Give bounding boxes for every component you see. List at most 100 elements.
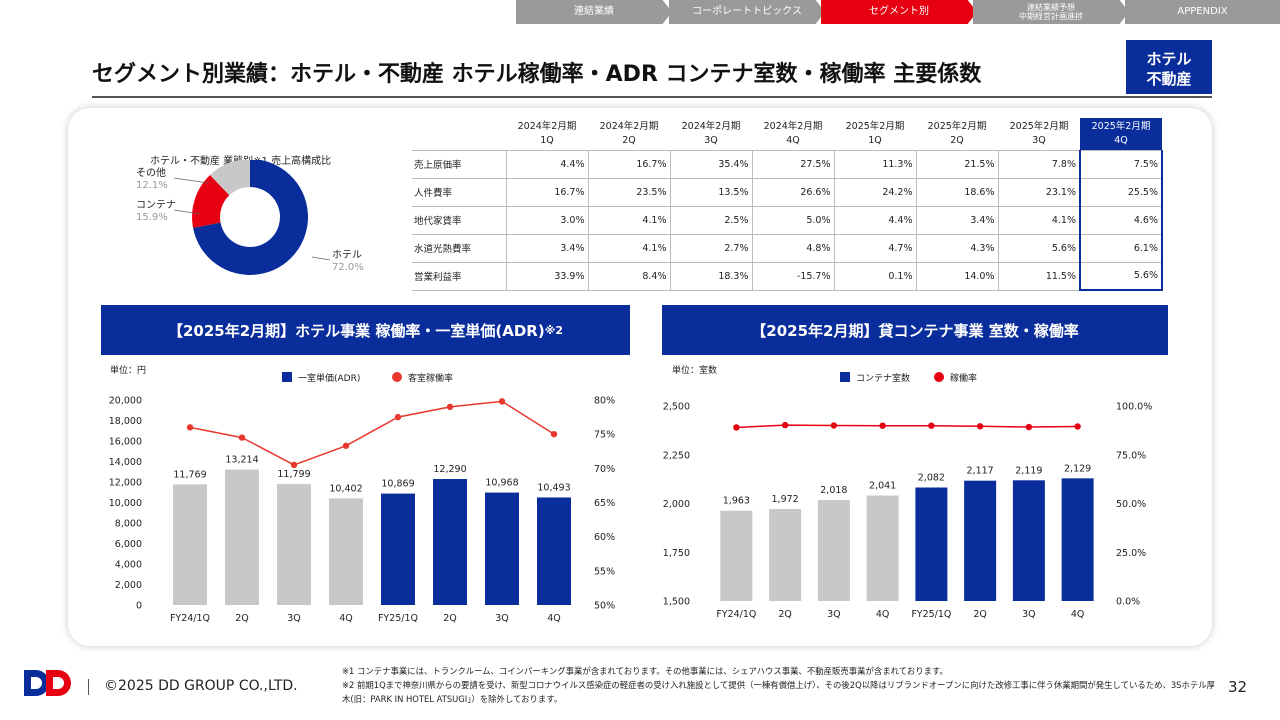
table-cell: 4.8% bbox=[751, 233, 834, 262]
y-tick-left: 1,750 bbox=[663, 548, 690, 559]
table-cell: 3.4% bbox=[915, 205, 998, 234]
table-row: 営業利益率 33.9% 8.4% 18.3% -15.7% 0.1% 14.0% 11.5% 5… bbox=[412, 261, 1163, 291]
y-tick-left: 4,000 bbox=[115, 560, 142, 571]
x-tick-label: 2Q bbox=[778, 609, 792, 620]
row-label: 地代家賃率 bbox=[412, 205, 506, 234]
table-cell: 18.3% bbox=[669, 261, 752, 291]
occupancy-point bbox=[394, 413, 402, 421]
x-tick-label: 4Q bbox=[1071, 609, 1085, 620]
table-cell: 4.3% bbox=[915, 233, 998, 262]
table-row: 地代家賃率 3.0% 4.1% 2.5% 5.0% 4.4% 3.4% 4.1% 4.6% bbox=[412, 205, 1163, 234]
bar-value-label: 2,018 bbox=[820, 485, 847, 496]
bar-value-label: 10,402 bbox=[329, 483, 362, 494]
slice-name: その他 bbox=[136, 166, 166, 179]
bar bbox=[381, 493, 415, 605]
table-cell: 4.1% bbox=[587, 233, 670, 262]
table-cell: 11.5% bbox=[997, 261, 1080, 291]
table-cell: 16.7% bbox=[505, 177, 588, 206]
badge-line2: 不動産 bbox=[1146, 70, 1192, 88]
col-header: 2025年2月期 2Q bbox=[927, 120, 987, 146]
legend-label-line: 客室稼働率 bbox=[408, 372, 453, 384]
bar-value-label: 11,799 bbox=[277, 469, 310, 480]
bar-value-label: 2,041 bbox=[869, 481, 896, 492]
table-cell: 0.1% bbox=[833, 261, 916, 291]
legend-swatch-line bbox=[934, 372, 944, 382]
copyright: ©2025 DD GROUP CO.,LTD. bbox=[104, 678, 298, 694]
table-cell: 13.5% bbox=[669, 177, 752, 206]
leader-line bbox=[173, 177, 209, 184]
occupancy-point bbox=[976, 423, 984, 430]
table-cell: 33.9% bbox=[505, 261, 588, 291]
nav-tab-forecast[interactable]: 連結業績予想 中期経営計画進捗 bbox=[973, 0, 1129, 24]
occupancy-point bbox=[879, 422, 886, 429]
bar bbox=[537, 497, 571, 605]
nav-tab-consolidated[interactable]: 連結業績 bbox=[516, 0, 672, 24]
bar-value-label: 1,972 bbox=[772, 494, 799, 505]
occupancy-line bbox=[736, 424, 1078, 429]
x-tick-label: FY25/1Q bbox=[378, 613, 418, 624]
table-cell: 3.0% bbox=[505, 205, 588, 234]
x-tick-label: 4Q bbox=[339, 613, 353, 624]
bar bbox=[173, 484, 207, 605]
nav-tab-corporate-topics[interactable]: コーポレートトピックス bbox=[669, 0, 825, 24]
row-label: 人件費率 bbox=[412, 177, 506, 206]
occupancy-line bbox=[189, 400, 555, 466]
table-cell: 3.4% bbox=[505, 233, 588, 262]
table-cell: 2.5% bbox=[669, 205, 752, 234]
bar-value-label: 13,214 bbox=[225, 455, 258, 466]
legend-swatch-bar bbox=[282, 372, 292, 382]
slice-name: ホテル bbox=[332, 249, 362, 261]
table-cell: 18.6% bbox=[915, 177, 998, 206]
table-cell: 7.5% bbox=[1079, 149, 1163, 178]
table-header-row: 2024年2月期 1Q 2024年2月期 2Q 2024年2月期 3Q 2024年2月… bbox=[412, 118, 1162, 150]
occupancy-point bbox=[498, 398, 506, 405]
y-tick-right: 60% bbox=[594, 532, 615, 543]
y-tick-right: 50% bbox=[594, 601, 615, 612]
y-tick-left: 1,500 bbox=[663, 597, 690, 608]
nav-tab-appendix[interactable]: APPENDIX bbox=[1125, 0, 1280, 24]
nav-tab-segment[interactable]: セグメント別 bbox=[821, 0, 977, 24]
y-tick-left: 12,000 bbox=[109, 478, 142, 489]
table-cell: 2.7% bbox=[669, 233, 752, 262]
y-tick-left: 0 bbox=[136, 601, 142, 612]
bar bbox=[433, 479, 467, 605]
bar bbox=[329, 498, 363, 605]
slice-name: コンテナ bbox=[136, 199, 176, 211]
x-tick-label: FY24/1Q bbox=[716, 609, 756, 620]
occupancy-point bbox=[1025, 423, 1033, 431]
table-cell: 4.4% bbox=[833, 205, 916, 234]
bar bbox=[915, 487, 948, 601]
legend-label-bar: コンテナ室数 bbox=[856, 372, 910, 384]
y-tick-right: 100.0% bbox=[1116, 402, 1152, 413]
table-cell: 24.2% bbox=[833, 177, 916, 206]
legend-label-line: 稼働率 bbox=[950, 372, 977, 384]
unit-label: 単位：円 bbox=[110, 364, 146, 376]
table-cell: 5.6% bbox=[997, 233, 1080, 262]
table-cell: 35.4% bbox=[669, 149, 752, 178]
table-cell: 4.7% bbox=[833, 233, 916, 262]
y-tick-left: 16,000 bbox=[109, 437, 142, 448]
table-cell: 5.6% bbox=[1079, 261, 1163, 291]
row-label: 売上原価率 bbox=[412, 149, 506, 178]
title-divider bbox=[92, 96, 1212, 98]
table-cell: 6.1% bbox=[1079, 233, 1163, 262]
y-tick-left: 10,000 bbox=[109, 498, 142, 509]
bar bbox=[769, 508, 802, 601]
y-tick-left: 6,000 bbox=[115, 539, 142, 550]
bar bbox=[1061, 478, 1094, 601]
table-cell: 4.4% bbox=[505, 149, 588, 178]
y-tick-right: 80% bbox=[594, 396, 615, 407]
y-tick-left: 8,000 bbox=[115, 519, 142, 530]
occupancy-point bbox=[781, 421, 789, 429]
table-cell: 26.6% bbox=[751, 177, 834, 206]
x-tick-label: 2Q bbox=[443, 613, 457, 624]
occupancy-point bbox=[550, 430, 558, 438]
bar bbox=[964, 480, 997, 601]
y-tick-right: 75.0% bbox=[1116, 450, 1146, 461]
slice-pct: 15.9% bbox=[136, 212, 168, 223]
x-tick-label: 2Q bbox=[235, 613, 249, 624]
footnote-2: ※2 前期1Qまで神奈川県からの要請を受け、新型コロナウイルス感染症の軽症者の受… bbox=[342, 680, 1215, 704]
x-tick-label: 3Q bbox=[1022, 609, 1036, 620]
